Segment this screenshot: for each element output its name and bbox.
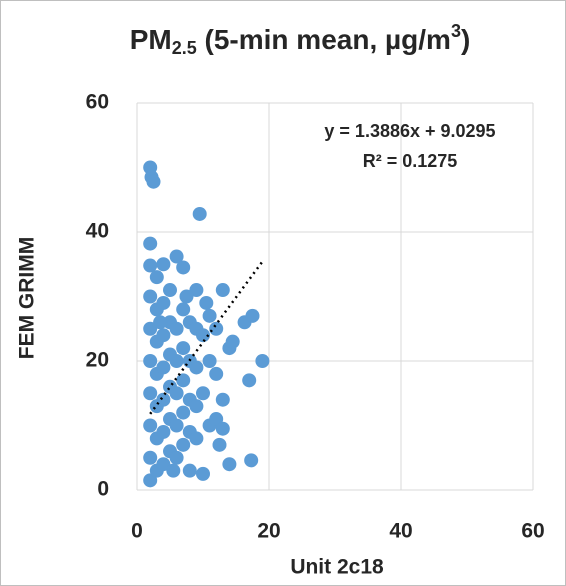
point (143, 236, 158, 251)
point (215, 283, 230, 298)
point (176, 373, 191, 388)
point (176, 302, 191, 317)
point (212, 437, 227, 452)
point (156, 360, 171, 375)
y-axis-label: FEM GRIMM (16, 237, 39, 359)
point (143, 450, 158, 465)
point (169, 321, 184, 336)
point (209, 366, 224, 381)
point (196, 386, 210, 401)
point (242, 373, 257, 388)
y-tick-label: 0 (97, 478, 109, 501)
point (156, 257, 171, 272)
x-tick-label: 40 (389, 520, 412, 543)
point (143, 289, 158, 304)
x-tick-label: 60 (521, 520, 544, 543)
point (196, 466, 210, 481)
trendline-annotation: y = 1.3886x + 9.0295 (324, 121, 495, 141)
point (156, 424, 171, 439)
y-tick-label: 60 (86, 91, 109, 114)
y-tick-label: 20 (86, 349, 109, 372)
x-axis-label: Unit 2c18 (290, 556, 384, 579)
point (189, 399, 204, 414)
point (225, 334, 240, 349)
point (189, 283, 204, 298)
point (244, 453, 259, 468)
point (176, 341, 191, 356)
point (169, 418, 184, 433)
x-tick-label: 20 (257, 520, 280, 543)
point (143, 354, 158, 368)
point (169, 450, 184, 465)
point (156, 328, 171, 343)
chart-title: PM2.5 (5-min mean, µg/m3) (130, 21, 471, 58)
point (255, 354, 270, 368)
point (156, 392, 171, 407)
point (202, 308, 217, 323)
point (156, 295, 171, 310)
x-tick-label: 0 (131, 520, 143, 543)
title-superscript: 3 (451, 21, 461, 41)
trendline-annotation: R² = 0.1275 (363, 151, 458, 171)
point (169, 354, 184, 368)
point (143, 258, 158, 273)
point (196, 328, 210, 343)
point (209, 321, 224, 336)
point (215, 392, 230, 407)
point (149, 270, 164, 285)
point (143, 321, 158, 336)
point (215, 421, 230, 436)
point (179, 289, 194, 304)
y-tick-label: 40 (86, 220, 109, 243)
point (169, 386, 184, 401)
point (156, 457, 171, 472)
point (143, 418, 158, 433)
point (143, 386, 158, 401)
point (245, 308, 260, 323)
point (189, 360, 204, 375)
point (222, 457, 237, 472)
title-part: ) (461, 24, 470, 55)
point (169, 249, 184, 264)
trendline (149, 260, 264, 415)
point (166, 463, 181, 478)
point (176, 260, 191, 275)
point (176, 405, 191, 420)
title-part: PM (130, 24, 172, 55)
point (153, 315, 168, 330)
title-subscript: 2.5 (172, 38, 197, 58)
point (182, 463, 197, 478)
point (192, 206, 207, 221)
point (189, 431, 204, 446)
title-part: (5-min mean, µg/m (197, 24, 451, 55)
point (176, 437, 191, 452)
point (163, 283, 177, 298)
point (146, 174, 161, 189)
point (199, 295, 214, 310)
point (202, 354, 217, 368)
